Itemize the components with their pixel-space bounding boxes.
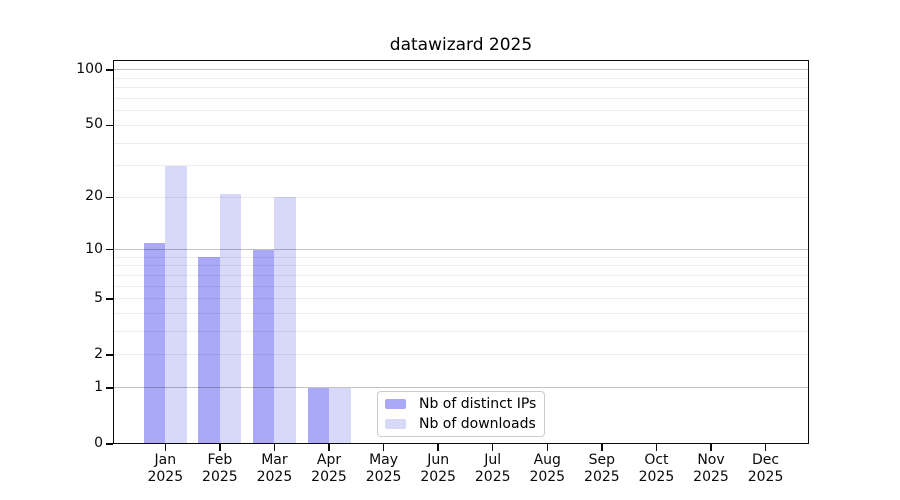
legend-label-downloads: Nb of downloads — [419, 416, 536, 432]
x-tick-label-aug: Aug 2025 — [529, 452, 566, 485]
x-tick-label-jan: Jan 2025 — [147, 452, 184, 485]
x-tick-label-apr: Apr 2025 — [311, 452, 347, 485]
x-tick-mark — [710, 444, 712, 451]
chart-title: datawizard 2025 — [389, 35, 533, 55]
legend: Nb of distinct IPs Nb of downloads — [377, 391, 545, 437]
y-tick-label: 2 — [94, 345, 103, 362]
gridline-major — [113, 387, 809, 389]
bar-distinct-ips-jan — [143, 242, 166, 444]
y-tick-mark — [106, 354, 113, 356]
legend-swatch-downloads — [385, 419, 406, 429]
gridline-minor — [113, 87, 809, 89]
gridline-minor — [113, 354, 809, 356]
y-tick-mark — [106, 196, 113, 199]
legend-label-distinct-ips: Nb of distinct IPs — [419, 396, 537, 412]
gridline-minor — [113, 142, 809, 144]
x-tick-mark — [601, 444, 603, 451]
gridline-minor — [113, 124, 809, 126]
gridline-minor — [113, 313, 809, 315]
y-tick-mark — [106, 124, 113, 127]
bar-downloads-apr — [329, 387, 351, 444]
y-tick-mark — [106, 69, 113, 71]
plot-border — [113, 60, 809, 444]
y-tick-label: 1 — [94, 378, 103, 395]
y-tick-mark — [106, 387, 113, 389]
x-tick-label-mar: Mar 2025 — [256, 452, 293, 485]
x-tick-mark — [491, 444, 494, 451]
gridline-minor — [113, 77, 809, 79]
x-tick-mark — [164, 444, 167, 451]
x-tick-label-oct: Oct 2025 — [638, 452, 675, 485]
x-tick-mark — [273, 444, 276, 451]
y-tick-label: 20 — [85, 188, 103, 205]
x-tick-mark — [328, 444, 330, 451]
x-tick-label-jun: Jun 2025 — [420, 452, 456, 485]
y-tick-label: 10 — [85, 240, 103, 257]
gridline-minor — [113, 256, 809, 258]
legend-item-downloads: Nb of downloads — [385, 416, 536, 432]
y-tick-label: 5 — [94, 289, 103, 306]
bar-downloads-jan — [165, 165, 187, 444]
gridline-minor — [113, 331, 809, 333]
x-tick-label-sep: Sep 2025 — [584, 452, 620, 485]
gridline-minor — [113, 196, 809, 198]
bar-distinct-ips-feb — [198, 257, 220, 444]
x-tick-mark — [437, 444, 439, 451]
bar-distinct-ips-apr — [307, 387, 329, 444]
x-tick-label-nov: Nov 2025 — [693, 452, 729, 485]
gridline-minor — [113, 98, 809, 100]
legend-item-distinct-ips: Nb of distinct IPs — [385, 396, 536, 412]
x-tick-label-dec: Dec 2025 — [747, 452, 784, 485]
gridline-minor — [113, 298, 809, 300]
y-tick-mark — [106, 248, 113, 251]
y-tick-mark — [106, 443, 113, 445]
x-tick-label-may: May 2025 — [365, 452, 402, 485]
gridline-major — [113, 249, 809, 251]
x-tick-mark — [546, 444, 549, 451]
x-tick-label-feb: Feb 2025 — [202, 452, 238, 485]
gridline-major — [113, 69, 809, 71]
gridline-minor — [113, 265, 809, 267]
bar-downloads-mar — [274, 197, 296, 444]
y-tick-label: 0 — [94, 435, 103, 451]
y-tick-label: 50 — [85, 116, 103, 133]
x-tick-mark — [219, 444, 221, 451]
y-tick-label: 100 — [76, 60, 103, 77]
gridline-minor — [113, 165, 809, 167]
x-tick-mark — [764, 444, 767, 451]
bar-distinct-ips-mar — [252, 249, 275, 444]
gridline-minor — [113, 110, 809, 112]
x-tick-mark — [382, 444, 385, 451]
x-tick-mark — [655, 444, 658, 451]
gridline-minor — [113, 274, 809, 276]
y-tick-mark — [106, 298, 113, 300]
gridline-minor — [113, 285, 809, 287]
x-tick-label-jul: Jul 2025 — [474, 452, 511, 485]
bar-downloads-feb — [219, 193, 242, 444]
legend-swatch-distinct-ips — [385, 399, 406, 409]
